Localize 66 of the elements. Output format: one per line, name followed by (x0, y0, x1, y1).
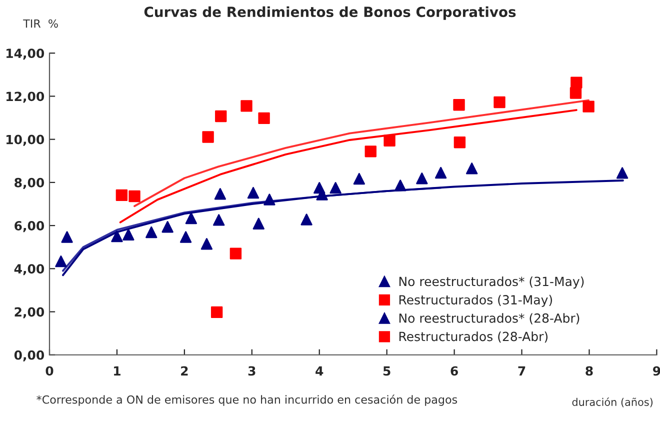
point (162, 221, 174, 233)
point (61, 231, 73, 243)
x-tick-label: 2 (181, 366, 188, 376)
point (454, 136, 466, 148)
point (215, 110, 227, 122)
point (434, 166, 447, 179)
point (180, 231, 192, 243)
point (252, 218, 264, 230)
point (364, 146, 376, 158)
text: *Corresponde a ON de emisores que no han incurrido en cesación de pagos (36, 394, 458, 406)
point (353, 172, 366, 185)
y-tick-label: 6,00 (14, 221, 44, 232)
line-series (119, 109, 578, 224)
point (122, 228, 134, 240)
y-tick-label: 14,00 (6, 48, 44, 60)
y-tick-label: 8,00 (14, 178, 44, 189)
point (384, 134, 396, 146)
x-tick-label: 7 (518, 366, 526, 376)
point (416, 172, 428, 184)
chart-title: Curvas de Rendimientos de Bonos Corporativos (144, 6, 516, 20)
point (111, 230, 123, 242)
y-tick-label: 12,00 (6, 92, 44, 103)
point (55, 255, 67, 268)
point (214, 188, 226, 200)
point (230, 248, 242, 260)
legend-label: Restructurados (31-May) (399, 294, 552, 307)
y-axis-title: TIR % (23, 19, 58, 28)
point (200, 238, 213, 250)
x-tick-label: 4 (316, 366, 324, 376)
point (146, 226, 158, 238)
y-tick-label: 4,00 (14, 264, 44, 276)
y-tick-label: 2,00 (14, 307, 44, 318)
legend-label: Restructurados (28-Abr) (399, 332, 548, 343)
point (330, 182, 342, 194)
x-tick-label: 1 (114, 366, 120, 376)
point (466, 162, 478, 174)
point (314, 182, 326, 194)
point (212, 214, 225, 226)
point (494, 96, 506, 108)
point (258, 112, 270, 124)
point (300, 214, 312, 226)
x-tick-label: 3 (248, 366, 256, 376)
x-tick-label: 0 (46, 366, 54, 376)
legend-label: No reestructurados* (28-Abr) (399, 313, 580, 324)
point (210, 306, 223, 318)
point (570, 76, 582, 88)
point (240, 100, 252, 112)
point (264, 194, 276, 206)
point (453, 99, 465, 111)
point (394, 180, 406, 192)
point (247, 186, 260, 199)
x-tick-label: 6 (450, 366, 458, 376)
x-tick-label: 8 (586, 366, 593, 376)
point (128, 190, 140, 202)
point (616, 167, 628, 179)
point (202, 131, 214, 143)
point (582, 100, 594, 112)
x-tick-label: 5 (383, 366, 390, 376)
legend-label: No reestructurados* (31-May) (399, 276, 584, 289)
point (116, 189, 128, 202)
point (185, 212, 198, 224)
x-axis-title: duración (años) (572, 398, 653, 408)
point (570, 87, 582, 99)
y-tick-label: 10,00 (6, 134, 44, 146)
y-tick-label: 0,00 (14, 350, 44, 362)
x-tick-label: 9 (653, 366, 660, 376)
